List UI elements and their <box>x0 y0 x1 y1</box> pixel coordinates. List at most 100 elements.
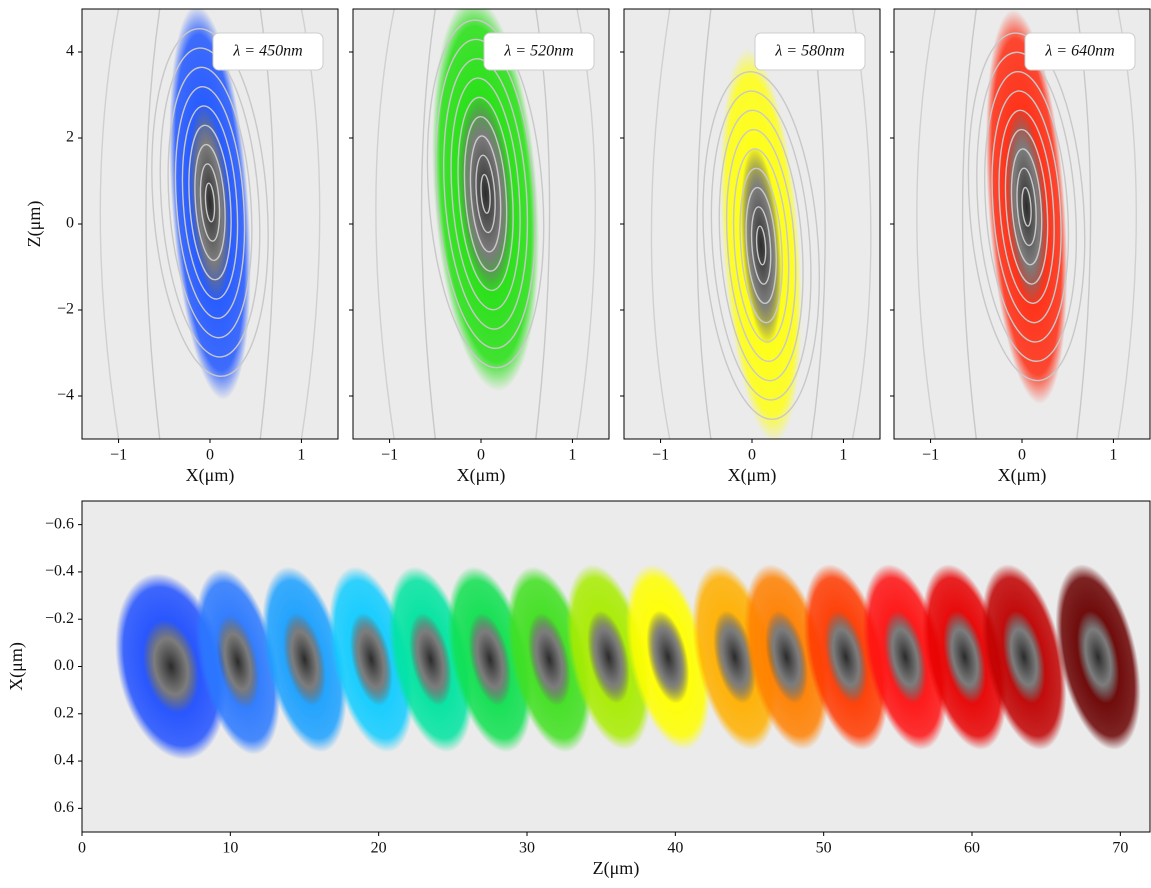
contour-line <box>475 154 496 234</box>
x-tick-label: 20 <box>371 840 387 857</box>
contour-line <box>159 47 261 358</box>
x-tick-label: 40 <box>667 840 683 857</box>
annotation: λ = 640nm <box>1044 43 1114 60</box>
intensity-spot <box>981 564 1067 750</box>
x-tick-label: −1 <box>381 447 398 464</box>
contour-line <box>650 9 671 439</box>
contour-line <box>1004 128 1049 285</box>
contour-line <box>145 9 161 439</box>
contour-line <box>204 182 216 223</box>
contour-line <box>810 9 826 439</box>
contour-line <box>750 206 772 285</box>
annotation-box <box>1024 32 1136 71</box>
contour-line <box>755 225 767 266</box>
contour-line <box>710 90 812 401</box>
annotation: λ = 450nm <box>232 43 302 60</box>
contour-line <box>732 148 790 343</box>
y-tick-label: −2 <box>57 301 74 318</box>
annotation-box <box>483 32 595 71</box>
plot-area <box>916 9 1137 439</box>
intensity-spot <box>261 566 348 753</box>
x-axis-label: Z(μm) <box>593 858 640 879</box>
contour-line <box>725 128 797 363</box>
contour-line <box>702 71 821 420</box>
y-tick-label: −0.2 <box>45 610 74 627</box>
intensity-spot <box>625 564 711 750</box>
contour-line <box>469 135 502 253</box>
contour-line <box>375 9 395 439</box>
contour-line <box>420 9 436 439</box>
x-tick-label: 60 <box>964 840 980 857</box>
y-axis-label: X(μm) <box>6 642 27 691</box>
contour-line <box>188 124 232 281</box>
intensity-spot <box>432 9 540 392</box>
x-tick-label: 1 <box>568 447 576 464</box>
x-tick-label: 70 <box>1112 840 1128 857</box>
intensity-spot <box>169 9 251 400</box>
x-tick-label: 1 <box>839 447 847 464</box>
x-tick-label: 0 <box>78 840 86 857</box>
intensity-spot <box>985 9 1068 405</box>
contour-line <box>1021 186 1032 227</box>
contour-line <box>983 70 1070 343</box>
intensity-spot <box>720 48 802 439</box>
contour-line <box>961 9 977 439</box>
intensity-spot <box>195 568 281 755</box>
contour-line <box>1016 167 1037 247</box>
y-tick-label: 0 <box>66 215 74 232</box>
contour-line <box>1010 148 1043 266</box>
x-tick-label: 30 <box>519 840 535 857</box>
x-tick-label: 50 <box>816 840 832 857</box>
x-axis-label: X(μm) <box>457 465 506 486</box>
x-tick-label: 0 <box>206 447 214 464</box>
x-tick-label: 1 <box>297 447 305 464</box>
plot-area <box>99 9 321 439</box>
y-tick-label: 0.4 <box>54 752 74 769</box>
contour-line <box>991 90 1062 324</box>
plot-area <box>115 564 1141 760</box>
contour-line <box>976 51 1078 362</box>
x-tick-label: −1 <box>922 447 939 464</box>
annotation-box <box>212 32 324 71</box>
contour-line <box>167 66 253 339</box>
contour-line <box>199 163 221 242</box>
contour-line <box>181 105 239 300</box>
contour-line <box>174 85 246 320</box>
y-tick-label: −0.6 <box>45 515 74 532</box>
contour-line <box>851 9 872 439</box>
y-tick-label: 0.0 <box>54 657 74 674</box>
contour-line <box>442 58 529 330</box>
contour-line <box>99 9 120 439</box>
x-tick-label: −1 <box>652 447 669 464</box>
x-tick-label: 0 <box>477 447 485 464</box>
contour-line <box>480 173 491 214</box>
x-tick-label: 0 <box>1018 447 1026 464</box>
y-tick-label: 0.6 <box>54 799 74 816</box>
plot-area <box>375 9 596 439</box>
contour-line <box>435 38 537 350</box>
contour-line <box>916 9 936 439</box>
contour-line <box>151 28 269 377</box>
y-tick-label: −4 <box>57 387 74 404</box>
contour-line <box>696 9 712 439</box>
contour-line <box>463 115 508 272</box>
contour-line <box>426 19 545 369</box>
x-tick-label: 10 <box>222 840 238 857</box>
contour-line <box>718 109 804 382</box>
x-axis-label: X(μm) <box>728 465 777 486</box>
intensity-spot <box>1055 564 1141 750</box>
x-axis-label: X(μm) <box>186 465 235 486</box>
y-tick-label: 2 <box>66 129 74 146</box>
contour-line <box>745 186 777 305</box>
y-axis-label: Z(μm) <box>24 201 45 248</box>
x-tick-label: 1 <box>1109 447 1117 464</box>
contour-line <box>739 167 783 324</box>
contour-line <box>450 77 521 311</box>
y-tick-label: −0.4 <box>45 563 74 580</box>
y-tick-label: 0.2 <box>54 704 74 721</box>
contour-line <box>457 96 514 292</box>
plot-area <box>650 9 872 439</box>
annotation-box <box>754 32 866 71</box>
contour-line <box>967 32 1086 382</box>
